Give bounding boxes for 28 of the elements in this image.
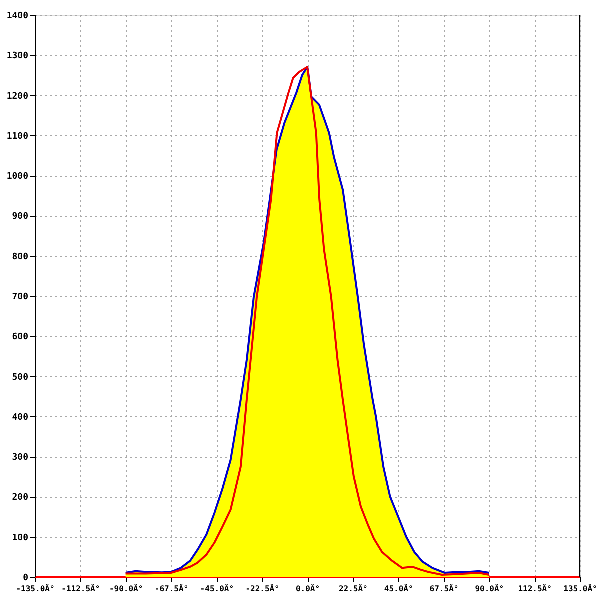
y-tick-label: 700	[12, 292, 28, 302]
y-tick-label: 200	[12, 493, 28, 504]
x-tick-label: -90.0Â°	[109, 584, 144, 594]
x-tick-label: -45.0Â°	[200, 584, 234, 594]
y-tick-label: 800	[12, 252, 28, 262]
y-tick-label: 0	[23, 574, 28, 584]
x-tick-label: 67.5Â°	[430, 584, 459, 594]
y-tick-label: 400	[12, 412, 28, 423]
y-tick-label: 100	[12, 533, 28, 544]
y-tick-label: 1400	[6, 12, 28, 22]
x-tick-label: -22.5Â°	[246, 584, 280, 594]
x-tick-label: 135.0Â°	[564, 584, 598, 594]
x-tick-label: -135.0Â°	[16, 584, 55, 594]
x-tick-label: 90.0Â°	[475, 584, 504, 594]
x-tick-label: 45.0Â°	[384, 584, 414, 594]
x-tick-label: 0.0Â°	[296, 584, 320, 594]
x-tick-label: -112.5Â°	[62, 584, 100, 594]
x-tick-label: 22.5Â°	[338, 584, 368, 594]
y-tick-label: 600	[12, 332, 28, 343]
x-tick-label: 112.5Â°	[518, 584, 552, 594]
y-tick-label: 1100	[6, 132, 28, 142]
y-tick-label: 1200	[6, 92, 28, 102]
y-tick-label: 500	[12, 372, 28, 383]
y-tick-label: 900	[12, 212, 28, 222]
x-tick-label: -67.5Â°	[154, 584, 189, 594]
y-tick-label: 1000	[6, 172, 28, 182]
y-tick-label: 300	[12, 453, 28, 464]
y-tick-label: 1300	[6, 52, 28, 62]
